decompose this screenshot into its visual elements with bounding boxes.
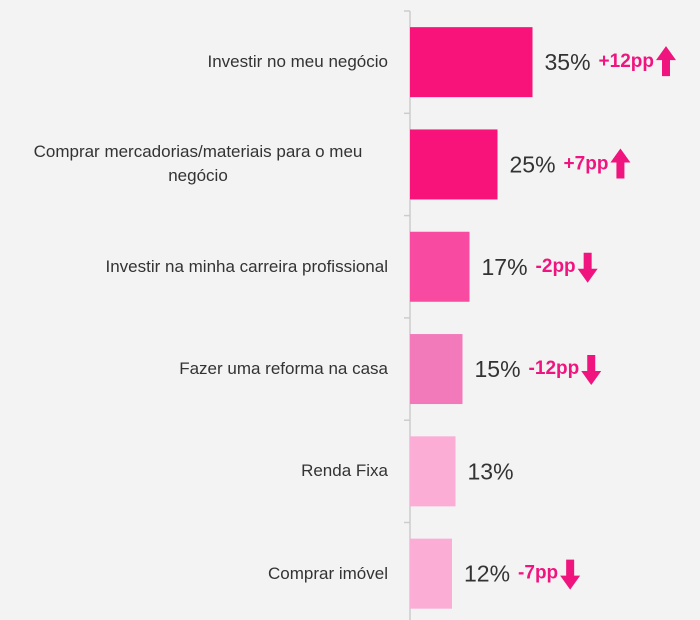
change-label: -7pp	[518, 563, 558, 584]
category-label-box: Comprar mercadorias/materiais para o meu…	[0, 134, 388, 194]
arrow-up	[610, 148, 631, 179]
change-label: +12pp	[599, 51, 654, 72]
category-label: Investir na minha carreira profissional	[105, 256, 388, 276]
category-label: Comprar mercadorias/materiais para o meu…	[33, 142, 363, 186]
category-label: Investir no meu negócio	[207, 52, 389, 72]
bar	[410, 231, 470, 302]
category-label-box: Comprar imóvel	[0, 544, 388, 604]
bar	[410, 27, 533, 98]
category-label: Comprar imóvel	[268, 563, 388, 583]
value-label: 35%	[545, 49, 591, 75]
category-label: Fazer uma reforma na casa	[179, 359, 388, 379]
value-label: 15%	[475, 356, 521, 382]
arrow-down	[577, 252, 598, 283]
change-label: +7pp	[564, 153, 609, 174]
bar	[410, 436, 456, 507]
value-label: 12%	[464, 561, 510, 587]
category-label-box: Fazer uma reforma na casa	[0, 339, 388, 399]
arrow-down	[560, 559, 581, 590]
value-label: 17%	[482, 254, 528, 280]
bar	[410, 334, 463, 405]
value-label: 13%	[468, 458, 514, 484]
bar	[410, 538, 452, 609]
category-label: Renda Fixa	[301, 461, 388, 481]
bar	[410, 129, 498, 200]
change-label: -12pp	[529, 358, 580, 379]
arrow-up	[656, 46, 676, 77]
change-label: -2pp	[536, 256, 576, 277]
category-label-box: Investir no meu negócio	[0, 32, 389, 92]
category-label-box: Renda Fixa	[0, 441, 388, 501]
value-label: 25%	[510, 152, 556, 178]
arrow-down	[581, 355, 602, 386]
category-label-box: Investir na minha carreira profissional	[0, 237, 388, 297]
